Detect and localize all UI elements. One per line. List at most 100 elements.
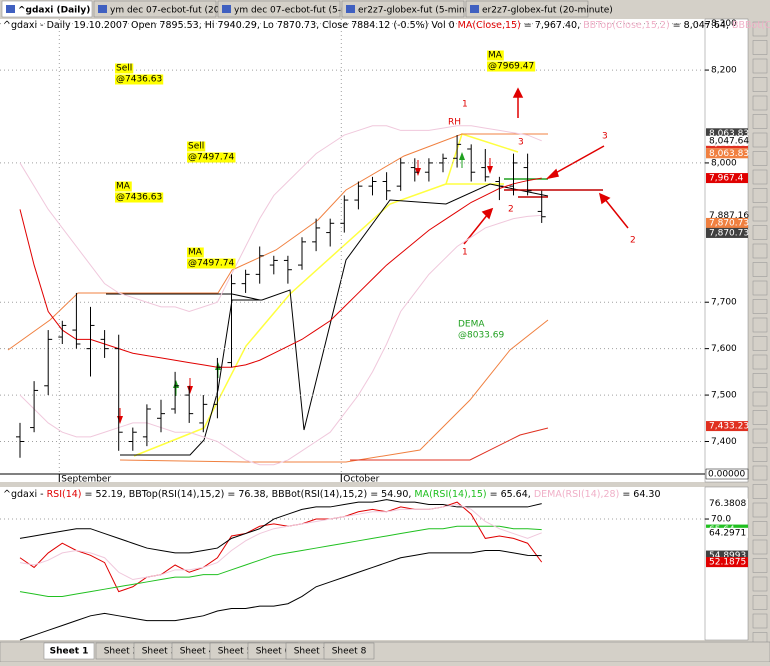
- header-part: MA(Close,15): [458, 20, 521, 31]
- value-label: 7,887.16: [709, 211, 749, 221]
- value-label: 7,433.23: [709, 422, 749, 432]
- annotation: MA: [488, 51, 503, 61]
- y-tick-label: 7,500: [711, 391, 737, 401]
- tool-button[interactable]: [752, 391, 768, 407]
- value-label: 64.2971: [709, 528, 746, 538]
- y-tick-label: 70.0: [711, 515, 731, 525]
- sheet-tab[interactable]: [43, 642, 95, 660]
- annotation: @7436.63: [116, 75, 162, 85]
- header-part: BBTop(Close,15,2): [583, 20, 670, 31]
- value-box: [706, 148, 748, 159]
- tool-button[interactable]: [752, 465, 768, 481]
- tab-icon: [6, 5, 15, 13]
- tab-label[interactable]: er2z7-globex-fut (5-minute): [358, 6, 483, 16]
- tool-button[interactable]: [752, 21, 768, 37]
- tool-button[interactable]: [752, 188, 768, 203]
- sheet-label[interactable]: Sheet 7: [294, 647, 329, 657]
- pane-header: ^gdaxi - Daily 19.10.2007 Open 7895.53, …: [3, 20, 770, 31]
- tool-button[interactable]: [752, 225, 768, 240]
- tab-label[interactable]: ym dec 07-ecbot-fut (20-minute): [110, 6, 258, 16]
- annotation-bg: [187, 247, 204, 258]
- x-tick-label: September: [61, 475, 111, 485]
- value-box: [706, 210, 748, 221]
- tab-icon: [346, 5, 355, 13]
- tool-button[interactable]: [752, 336, 768, 351]
- header-part: RSI(14): [47, 489, 82, 500]
- tab[interactable]: [1, 0, 93, 18]
- annotation-bg: [115, 192, 164, 203]
- value-box: [706, 217, 748, 228]
- tool-button[interactable]: [752, 317, 768, 333]
- annotation-bg: [115, 63, 134, 74]
- tool-button[interactable]: [752, 373, 768, 388]
- annotation: RH: [448, 118, 461, 128]
- stop-line: [120, 183, 549, 456]
- tool-button[interactable]: [752, 243, 768, 259]
- tool-button[interactable]: [752, 280, 768, 296]
- tool-button[interactable]: [752, 613, 768, 629]
- tab-label[interactable]: ym dec 07-ecbot-fut (5-minute): [234, 6, 376, 16]
- sheet-label[interactable]: Sheet 8: [332, 647, 367, 657]
- tab[interactable]: [217, 0, 341, 18]
- header-part: = 8,047.64,: [670, 20, 732, 31]
- value-label: 8,047.64: [709, 136, 749, 146]
- indicator-line: [19, 177, 542, 368]
- tool-button[interactable]: [752, 132, 768, 148]
- tool-button[interactable]: [752, 40, 768, 55]
- annotation-bg: [487, 61, 536, 72]
- tab-icon: [222, 5, 231, 13]
- value-label: 76.3808: [709, 499, 746, 509]
- tool-button[interactable]: [752, 521, 768, 536]
- tool-button[interactable]: [752, 206, 768, 222]
- tab[interactable]: [465, 0, 589, 18]
- tool-button[interactable]: [752, 169, 768, 185]
- tab-icon: [470, 5, 479, 13]
- sheet-label[interactable]: Sheet 3: [142, 647, 177, 657]
- tab[interactable]: [93, 0, 217, 18]
- tool-button[interactable]: [752, 299, 768, 314]
- sheet-tab[interactable]: [323, 642, 375, 660]
- tool-button[interactable]: [752, 428, 768, 444]
- sheet-label[interactable]: Sheet 4: [180, 647, 215, 657]
- annotation-bg: [187, 141, 206, 152]
- tool-button[interactable]: [752, 114, 768, 129]
- tool-button[interactable]: [752, 484, 768, 499]
- tab-icon: [98, 5, 107, 13]
- tool-button[interactable]: [752, 354, 768, 370]
- tool-button[interactable]: [752, 58, 768, 74]
- tool-button[interactable]: [752, 539, 768, 555]
- tool-button[interactable]: [752, 502, 768, 518]
- tool-button[interactable]: [752, 151, 768, 166]
- channel-line: [119, 319, 549, 463]
- tool-button[interactable]: [752, 447, 768, 462]
- x-tick-label: October: [343, 475, 379, 485]
- tool-button[interactable]: [752, 262, 768, 277]
- tab[interactable]: [341, 0, 465, 18]
- sheet-label[interactable]: Sheet 2: [104, 647, 139, 657]
- annotation: @7497.74: [188, 153, 234, 163]
- tab-label[interactable]: er2z7-globex-fut (20-minute): [482, 6, 613, 16]
- annotation-bg: [187, 152, 236, 163]
- y-tick-label: 7,400: [711, 437, 737, 447]
- sheet-label[interactable]: Sheet 5: [218, 647, 253, 657]
- value-label: 8,063.83: [709, 129, 749, 139]
- sheet-label[interactable]: Sheet 6: [256, 647, 291, 657]
- tool-button[interactable]: [752, 95, 768, 111]
- tool-button[interactable]: [752, 77, 768, 92]
- tool-button[interactable]: [752, 410, 768, 425]
- y-tick-label: 7,700: [711, 298, 737, 308]
- tool-button[interactable]: [752, 595, 768, 610]
- value-label: 7,967.4: [709, 174, 744, 184]
- sheet-label[interactable]: Sheet 1: [50, 647, 89, 657]
- tool-button[interactable]: [752, 558, 768, 573]
- annotation: DEMA: [458, 320, 485, 330]
- header-part: ^gdaxi - Daily 19.10.2007 Open 7895.53, …: [3, 20, 458, 31]
- tool-button[interactable]: [752, 576, 768, 592]
- value-box: [706, 527, 748, 538]
- value-label: 54.8993: [709, 551, 746, 561]
- tab-label[interactable]: ^gdaxi (Daily): [18, 6, 90, 16]
- value-box: [706, 498, 748, 509]
- annotation: 1: [462, 100, 468, 110]
- annotation: @7969.47: [488, 62, 534, 72]
